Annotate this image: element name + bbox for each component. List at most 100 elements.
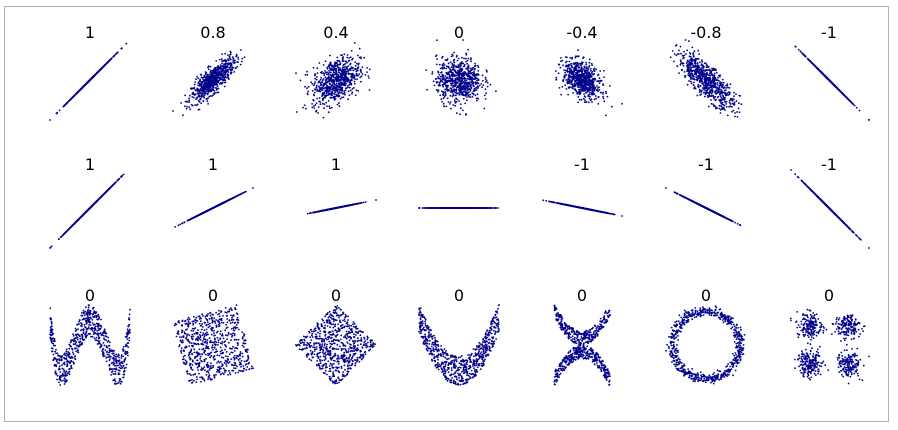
scatter-point <box>710 84 712 87</box>
scatter-point <box>226 63 229 66</box>
scatter-point <box>350 82 353 85</box>
scatter-point <box>582 72 584 75</box>
scatter-point <box>353 75 356 77</box>
scatter-point <box>717 88 720 91</box>
scatter-point <box>323 74 325 76</box>
scatter-point <box>340 78 343 81</box>
scatter-point <box>212 82 215 84</box>
scatter-point <box>343 78 345 81</box>
scatter-point <box>691 46 694 49</box>
scatter-point <box>351 88 354 90</box>
scatter-point <box>349 89 352 92</box>
scatter-point <box>593 98 596 101</box>
scatter-point <box>710 95 712 97</box>
scatter-point <box>207 78 210 80</box>
scatter-point <box>452 84 455 87</box>
scatter-point <box>598 86 600 89</box>
scatter-point <box>709 78 712 80</box>
scatter-point <box>191 96 194 98</box>
scatter-point <box>203 78 206 81</box>
scatter-point <box>582 76 585 78</box>
scatter-point <box>472 93 475 96</box>
scatter-point <box>691 70 694 72</box>
scatter-point <box>212 84 215 87</box>
scatter-point <box>839 90 842 93</box>
scatter-point <box>675 54 678 57</box>
scatter-point <box>334 87 336 89</box>
scatter-point <box>472 82 475 84</box>
scatter-point <box>693 50 696 53</box>
scatter-point <box>231 68 234 71</box>
scatter-point <box>692 78 695 80</box>
scatter-point <box>228 55 231 58</box>
scatter-point <box>720 102 722 104</box>
scatter-point <box>337 88 340 91</box>
scatter-point <box>841 92 844 95</box>
scatter-point <box>344 93 346 96</box>
scatter-point <box>356 54 359 57</box>
scatter-point <box>221 60 223 63</box>
scatter-point <box>104 63 107 66</box>
scatter-point <box>459 63 461 65</box>
correlation-label: -0.8 <box>690 23 721 42</box>
scatter-point <box>565 88 568 90</box>
scatter-point <box>325 95 327 98</box>
scatter-point <box>716 83 719 86</box>
scatter-point <box>734 112 736 114</box>
scatter-point <box>338 83 340 86</box>
scatter-point <box>453 90 456 93</box>
scatter-point <box>686 70 688 73</box>
scatter-point <box>344 65 347 68</box>
scatter-point <box>215 88 218 91</box>
scatter-point <box>221 62 223 65</box>
scatter-point <box>201 85 204 88</box>
scatter-point <box>572 70 575 73</box>
scatter-point <box>696 78 699 81</box>
scatter-point <box>710 92 713 95</box>
scatter-point <box>738 102 740 105</box>
scatter-point <box>213 78 216 81</box>
scatter-point <box>224 68 227 70</box>
scatter-point <box>727 86 729 89</box>
scatter-point <box>582 80 585 82</box>
scatter-point <box>571 70 573 73</box>
scatter-point <box>704 95 706 98</box>
scatter-point <box>577 101 579 104</box>
scatter-point <box>350 50 353 52</box>
scatter-point <box>598 77 601 80</box>
scatter-point <box>726 83 729 85</box>
scatter-point <box>347 90 350 93</box>
scatter-point <box>355 72 358 75</box>
scatter-point <box>204 81 207 83</box>
scatter-point <box>310 81 312 83</box>
scatter-point <box>227 71 230 73</box>
scatter-point <box>712 103 714 106</box>
scatter-point <box>329 83 331 85</box>
scatter-point <box>576 92 578 95</box>
scatter-point <box>439 75 442 78</box>
scatter-point <box>334 61 337 64</box>
scatter-point <box>564 84 567 87</box>
scatter-point <box>324 60 327 63</box>
scatter-point <box>577 79 579 81</box>
scatter-point <box>344 74 347 77</box>
scatter-point <box>209 73 211 76</box>
scatter-point <box>437 71 440 74</box>
scatter-point <box>688 75 691 78</box>
scatter-point <box>579 91 582 94</box>
scatter-point <box>577 49 579 52</box>
correlation-label: 0 <box>454 23 464 42</box>
scatter-point <box>312 99 315 102</box>
scatter-point <box>602 83 604 85</box>
scatter-point <box>332 71 335 74</box>
scatter-point <box>351 93 353 95</box>
scatter-point <box>710 102 713 105</box>
scatter-point <box>726 92 728 95</box>
scatter-point <box>449 82 452 85</box>
scatter-point <box>560 57 562 59</box>
scatter-point <box>463 77 466 80</box>
scatter-point <box>215 60 218 62</box>
scatter-point <box>716 87 719 89</box>
scatter-point <box>588 81 590 84</box>
scatter-point <box>467 48 469 51</box>
